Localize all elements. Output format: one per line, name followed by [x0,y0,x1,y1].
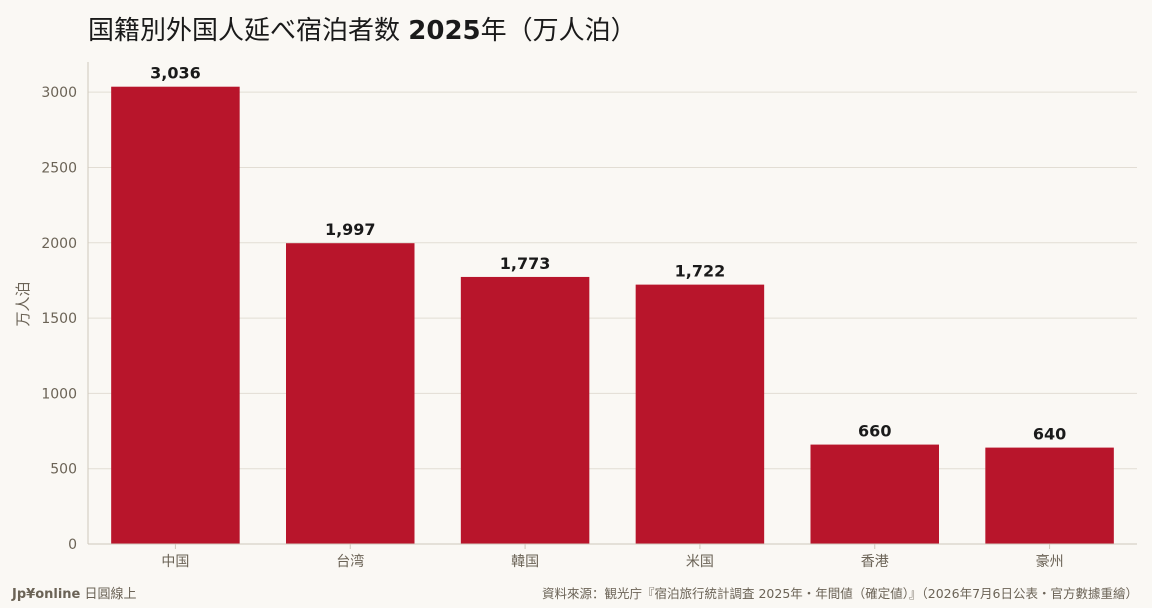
value-label: 1,773 [500,254,551,273]
x-tick-label: 中国 [161,554,189,570]
bar [111,86,240,544]
x-tick-label: 豪州 [1036,554,1064,570]
value-label: 1,722 [675,262,726,281]
y-tick-label: 0 [68,537,77,553]
x-tick-labels: 中国 台湾 韓国 米国 香港 豪州 [161,553,1063,570]
value-label: 1,997 [325,220,376,239]
chart-title: 国籍別外国人延べ宿泊者数 2025年（万人泊） [88,10,637,47]
y-tick-label: 2000 [41,236,77,252]
title-suffix: 年（万人泊） [480,16,637,46]
bar [285,243,415,544]
y-tick-label: 500 [50,462,77,478]
bar-chart: 0 500 1000 1500 2000 2500 3000 中国 台湾 韓国 米国 香港 豪州 3,… [14,62,1137,570]
bar [460,276,590,544]
y-tick-labels: 0 500 1000 1500 2000 2500 3000 [41,85,77,553]
value-label: 660 [858,422,891,441]
y-tick-label: 1000 [41,386,77,402]
axes [87,62,1137,549]
brand-logo: Jp¥online [12,587,81,602]
x-tick-label: 台湾 [336,553,364,570]
title-year: 2025 [408,16,481,46]
bar [810,444,940,544]
value-label: 3,036 [150,64,201,83]
brand-text: 日圓線上 [84,587,137,602]
title-main: 国籍別外国人延べ宿泊者数 [88,16,401,46]
value-labels: 3,036 1,997 1,773 1,722 660 640 [150,64,1066,444]
y-tick-label: 3000 [41,85,77,101]
x-tick-label: 韓国 [511,554,539,570]
gridlines [88,91,1137,470]
y-axis-label: 万人泊 [14,281,32,326]
y-tick-label: 2500 [41,160,77,176]
x-tick-label: 香港 [861,554,889,570]
bar [985,447,1114,544]
x-tick-label: 米国 [686,554,714,570]
value-label: 640 [1033,425,1066,444]
brand: Jp¥online 日圓線上 [12,583,137,602]
bars [111,86,1114,544]
bar [635,284,765,544]
source-note: 資料來源：観光庁『宿泊旅行統計調査 2025年・年間値（確定値）』（2026年7… [541,586,1138,601]
y-tick-label: 1500 [41,311,77,327]
